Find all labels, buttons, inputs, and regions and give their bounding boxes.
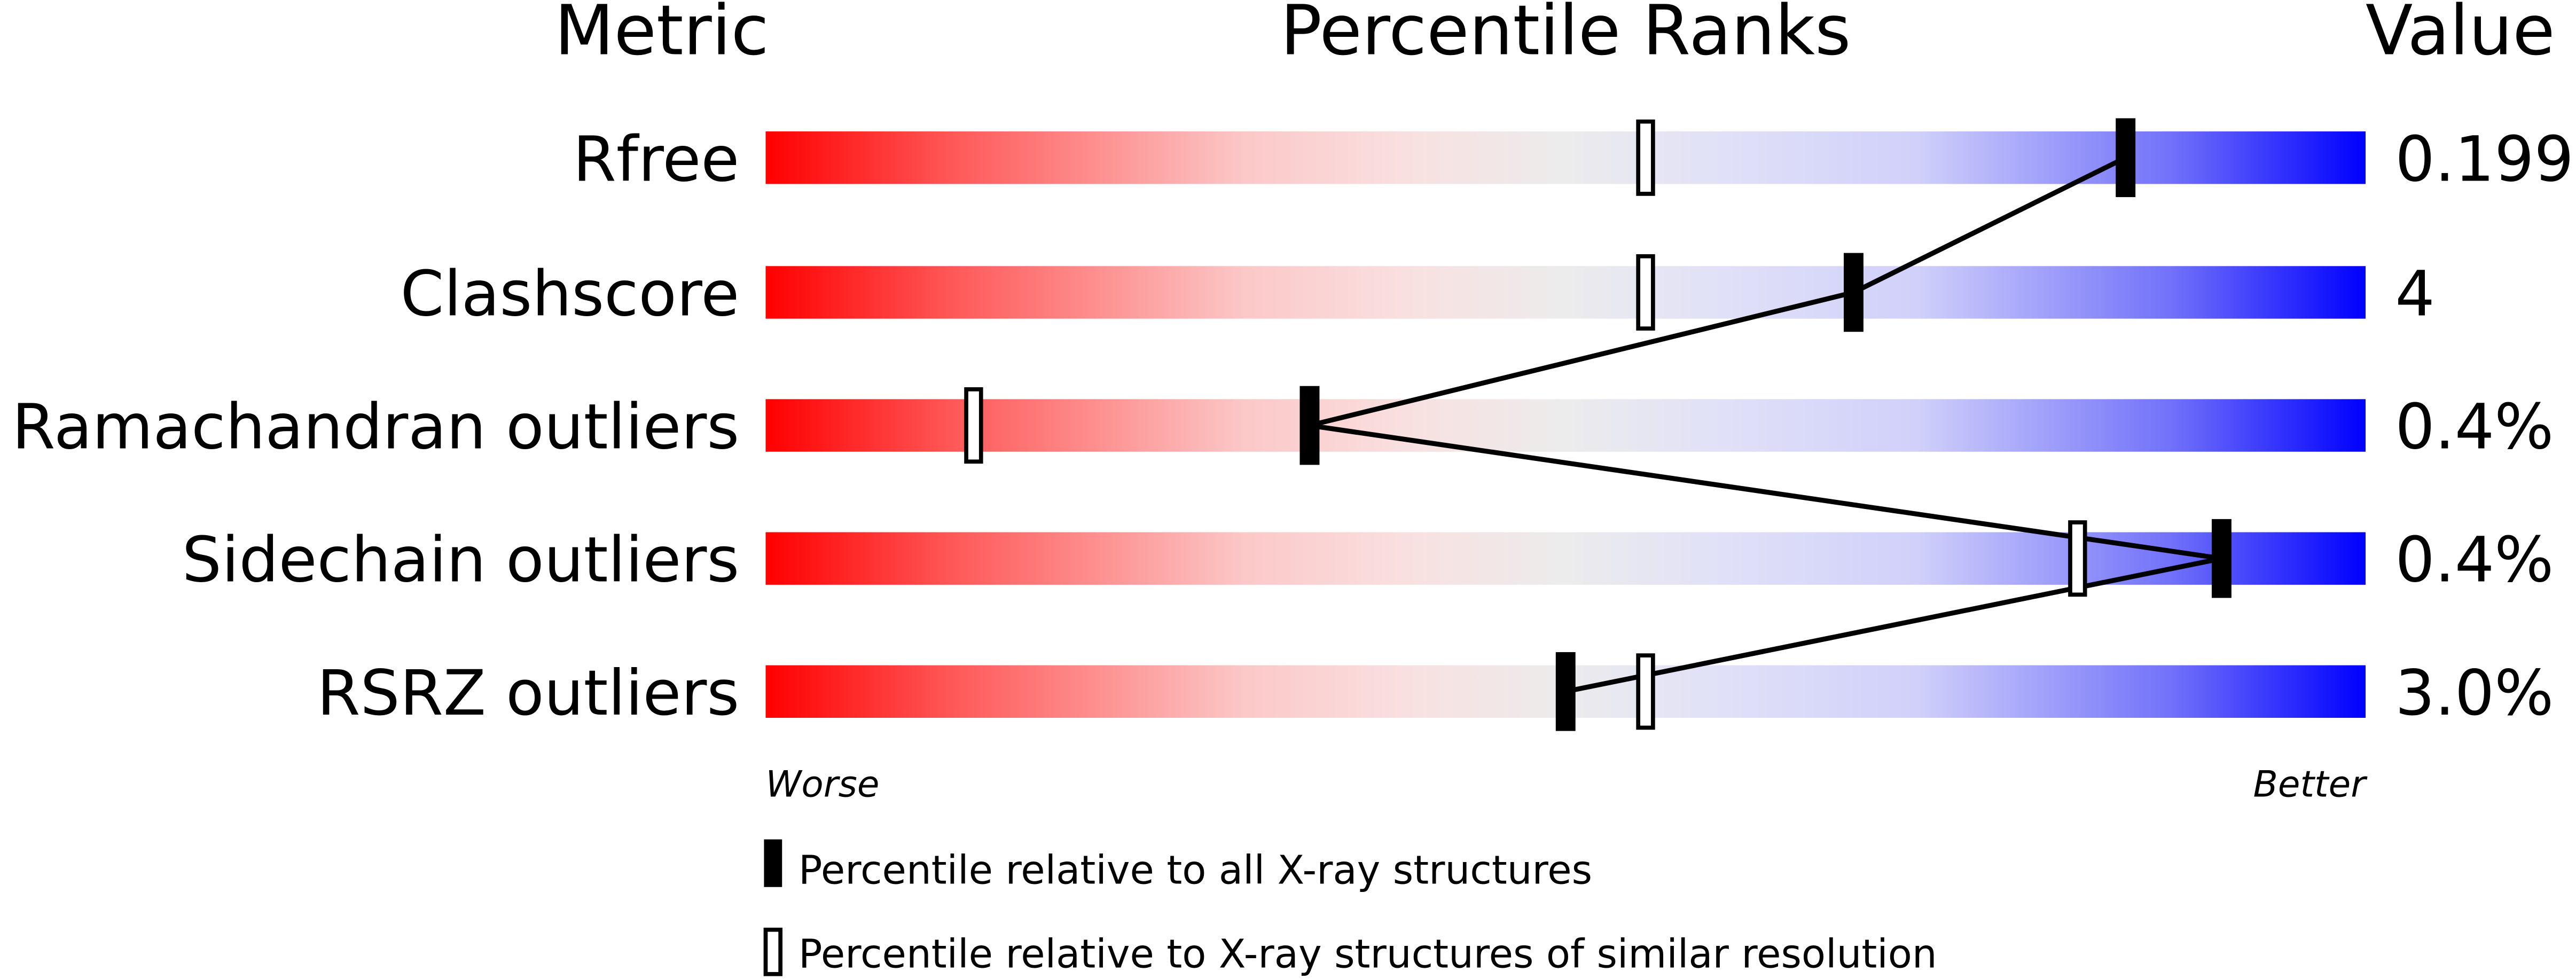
metric-value: 0.4% — [2395, 524, 2554, 597]
metric-label: Sidechain outliers — [182, 524, 739, 597]
legend-similar-marker — [763, 927, 783, 976]
marker-all-structures — [1555, 652, 1576, 731]
marker-similar-resolution — [1636, 653, 1655, 730]
axis-label-worse: Worse — [765, 763, 879, 805]
metric-label: Clashscore — [401, 257, 740, 330]
header-percentile: Percentile Ranks — [1280, 0, 1851, 71]
header-metric: Metric — [554, 0, 769, 71]
metric-label: Ramachandran outliers — [12, 391, 739, 464]
metric-value: 0.199 — [2395, 123, 2574, 195]
marker-similar-resolution — [2068, 520, 2087, 597]
percentile-bar — [765, 131, 2366, 184]
marker-all-structures — [2211, 519, 2232, 598]
marker-similar-resolution — [1636, 119, 1655, 196]
marker-similar-resolution — [1636, 254, 1655, 331]
metric-label: RSRZ outliers — [317, 657, 739, 730]
percentile-bar — [765, 266, 2366, 319]
marker-similar-resolution — [964, 387, 983, 464]
marker-all-structures — [1299, 386, 1320, 465]
metric-value: 4 — [2395, 257, 2434, 330]
metric-value: 0.4% — [2395, 391, 2554, 464]
marker-all-structures — [1844, 253, 1864, 332]
metric-value: 3.0% — [2395, 657, 2554, 730]
axis-label-better: Better — [2253, 763, 2368, 805]
marker-all-structures — [2116, 118, 2136, 198]
percentile-bar — [765, 399, 2366, 452]
legend-all-marker — [764, 839, 782, 887]
header-value: Value — [2366, 0, 2555, 71]
legend-similar-label: Percentile relative to X-ray structures … — [798, 931, 1937, 977]
metric-label: Rfree — [573, 123, 740, 195]
legend-all-label: Percentile relative to all X-ray structu… — [798, 848, 1592, 894]
